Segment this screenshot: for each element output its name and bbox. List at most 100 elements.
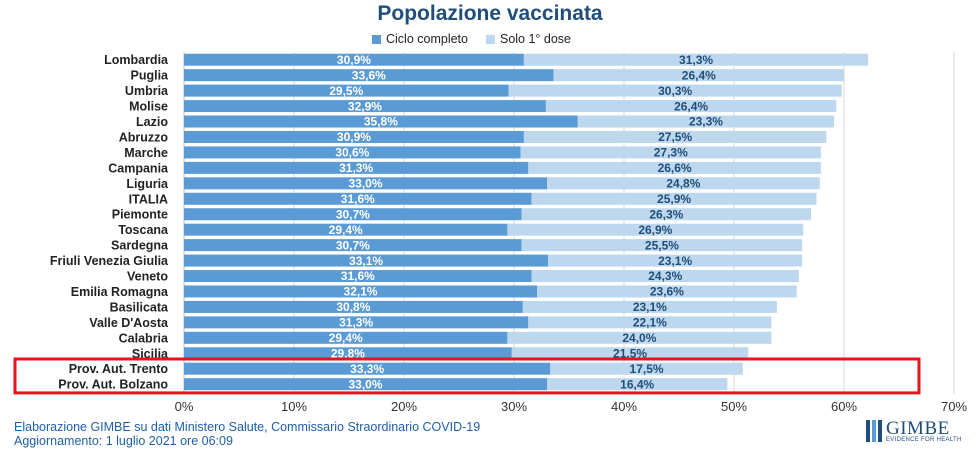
value-label-complete: 31,6% bbox=[341, 192, 375, 206]
value-label-first-dose: 22,1% bbox=[633, 316, 667, 330]
legend-item-first-dose: Solo 1° dose bbox=[485, 32, 571, 46]
value-label-first-dose: 27,3% bbox=[654, 146, 688, 160]
category-label: Molise bbox=[129, 100, 168, 114]
value-label-first-dose: 30,3% bbox=[658, 84, 692, 98]
value-label-first-dose: 31,3% bbox=[679, 53, 713, 67]
category-label: ITALIA bbox=[129, 192, 168, 206]
value-label-complete: 31,3% bbox=[339, 316, 373, 330]
value-label-first-dose: 23,1% bbox=[658, 254, 692, 268]
value-label-first-dose: 23,6% bbox=[650, 285, 684, 299]
bar-complete bbox=[184, 130, 524, 143]
legend: Ciclo completo Solo 1° dose bbox=[372, 32, 571, 46]
bar-complete bbox=[184, 177, 547, 190]
bar-complete bbox=[184, 146, 521, 159]
x-tick-label: 0% bbox=[175, 399, 194, 414]
category-label: Marche bbox=[124, 146, 168, 160]
x-tick-label: 30% bbox=[501, 399, 527, 414]
bar-complete bbox=[184, 270, 532, 283]
bar-first-dose bbox=[545, 100, 837, 113]
value-label-first-dose: 24,8% bbox=[666, 177, 700, 191]
logo-word: GIMBE bbox=[886, 418, 950, 439]
value-label-complete: 33,1% bbox=[349, 254, 383, 268]
value-label-first-dose: 21,5% bbox=[613, 346, 647, 360]
bar-complete bbox=[184, 331, 508, 344]
gimbe-logo: GIMBE EVIDENCE FOR HEALTH bbox=[866, 418, 966, 446]
category-label: Veneto bbox=[127, 270, 168, 284]
value-label-complete: 33,0% bbox=[348, 377, 382, 391]
bar-complete bbox=[184, 161, 529, 174]
bar-first-dose bbox=[521, 239, 803, 252]
bar-complete bbox=[184, 300, 523, 313]
legend-item-complete: Ciclo completo bbox=[372, 32, 468, 46]
bar-complete bbox=[184, 239, 522, 252]
bar-complete bbox=[184, 53, 524, 66]
value-label-complete: 31,6% bbox=[341, 269, 375, 283]
value-label-first-dose: 23,1% bbox=[633, 300, 667, 314]
bar-complete bbox=[184, 115, 578, 128]
bar-complete bbox=[184, 69, 554, 82]
source-note: Elaborazione GIMBE su dati Ministero Sal… bbox=[14, 420, 481, 434]
value-label-first-dose: 27,5% bbox=[658, 130, 692, 144]
category-label: Umbria bbox=[125, 84, 169, 98]
category-label: Puglia bbox=[130, 69, 169, 83]
value-label-complete: 29,8% bbox=[331, 346, 365, 360]
value-label-first-dose: 26,4% bbox=[682, 68, 716, 82]
value-label-complete: 30,9% bbox=[337, 130, 371, 144]
x-tick-label: 70% bbox=[941, 399, 967, 414]
bar-first-dose bbox=[521, 208, 811, 221]
value-label-complete: 30,8% bbox=[336, 300, 370, 314]
value-label-complete: 29,5% bbox=[329, 84, 363, 98]
value-label-first-dose: 24,0% bbox=[622, 331, 656, 345]
value-label-first-dose: 26,4% bbox=[674, 99, 708, 113]
x-tick-label: 20% bbox=[391, 399, 417, 414]
bar-chart: 0% 10% 20% 30% 40% 50% 60% 70% Lombardia 30,9% 31,… bbox=[13, 52, 967, 414]
value-label-complete: 31,3% bbox=[339, 161, 373, 175]
bar-first-dose bbox=[523, 53, 869, 66]
bar-complete bbox=[184, 285, 538, 298]
category-label: Sardegna bbox=[111, 239, 169, 253]
bar-complete bbox=[184, 84, 509, 97]
value-label-first-dose: 26,3% bbox=[649, 207, 683, 221]
legend-swatch-first-dose bbox=[485, 34, 495, 44]
bar-first-dose bbox=[507, 331, 772, 344]
bar-first-dose bbox=[528, 161, 821, 174]
footer: Elaborazione GIMBE su dati Ministero Sal… bbox=[14, 420, 480, 448]
category-label: Lombardia bbox=[104, 53, 169, 67]
category-label: Valle D'Aosta bbox=[89, 316, 169, 330]
value-label-first-dose: 17,5% bbox=[630, 362, 664, 376]
logo-mark-icon bbox=[866, 420, 882, 442]
logo-tagline: EVIDENCE FOR HEALTH bbox=[886, 437, 962, 443]
bar-first-dose bbox=[531, 192, 817, 205]
legend-label-complete: Ciclo completo bbox=[386, 32, 468, 46]
bar-first-dose bbox=[547, 177, 820, 190]
x-tick-label: 60% bbox=[831, 399, 857, 414]
value-label-first-dose: 16,4% bbox=[620, 377, 654, 391]
bar-complete bbox=[184, 362, 551, 375]
value-label-complete: 29,4% bbox=[329, 331, 363, 345]
value-label-first-dose: 25,9% bbox=[657, 192, 691, 206]
x-tick-label: 40% bbox=[611, 399, 637, 414]
bar-first-dose bbox=[547, 378, 728, 391]
value-label-complete: 30,7% bbox=[336, 207, 370, 221]
bar-first-dose bbox=[508, 84, 842, 97]
bar-complete bbox=[184, 347, 512, 360]
chart-title: Popolazione vaccinata bbox=[377, 2, 603, 25]
value-label-first-dose: 23,3% bbox=[689, 115, 723, 129]
value-label-complete: 35,8% bbox=[364, 115, 398, 129]
category-label: Lazio bbox=[136, 115, 168, 129]
bar-complete bbox=[184, 192, 532, 205]
value-label-complete: 32,1% bbox=[344, 285, 378, 299]
value-label-complete: 33,6% bbox=[352, 68, 386, 82]
bar-complete bbox=[184, 100, 546, 113]
bar-complete bbox=[184, 316, 529, 329]
value-label-first-dose: 26,9% bbox=[638, 223, 672, 237]
category-label: Emilia Romagna bbox=[71, 285, 169, 299]
bar-complete bbox=[184, 254, 549, 267]
bar-first-dose bbox=[548, 254, 803, 267]
update-note: Aggiornamento: 1 luglio 2021 ore 06:09 bbox=[14, 434, 233, 448]
category-label: Basilicata bbox=[110, 300, 169, 314]
value-label-complete: 30,9% bbox=[337, 53, 371, 67]
value-label-first-dose: 26,6% bbox=[658, 161, 692, 175]
value-label-complete: 30,7% bbox=[336, 238, 370, 252]
value-label-complete: 30,6% bbox=[335, 146, 369, 160]
